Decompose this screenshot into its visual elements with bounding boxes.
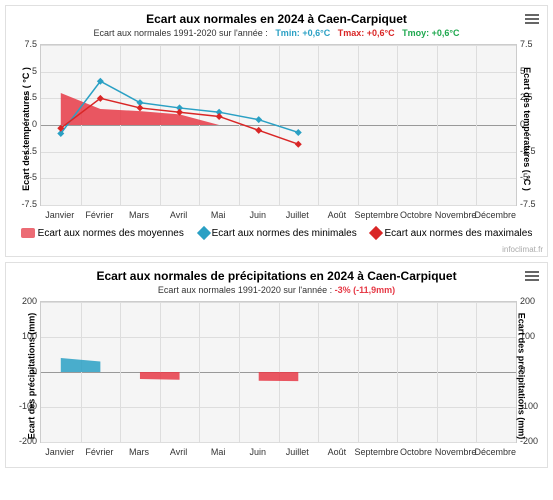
tmoy-stat: Tmoy: +0,6°C [402, 28, 459, 38]
tmax-stat: Tmax: +0,6°C [338, 28, 395, 38]
temperature-anomaly-chart: Ecart aux normales en 2024 à Caen-Carpiq… [5, 5, 548, 257]
chart1-title: Ecart aux normales en 2024 à Caen-Carpiq… [6, 6, 547, 26]
credit-text: infoclimat.fr [6, 245, 547, 256]
chart2-ylabel-left: Ecart des précipitations (mm) [26, 313, 36, 440]
chart2-plot: -200-200-100-10000100100200200 [40, 301, 517, 443]
chart2-subtitle: Ecart aux normales 1991-2020 sur l'année… [6, 285, 547, 295]
chart1-subtitle: Ecart aux normales 1991-2020 sur l'année… [6, 28, 547, 38]
precipitation-anomaly-chart: Ecart aux normales de précipitations en … [5, 262, 548, 468]
chart1-ylabel-left: Ecart des températures ( °C ) [21, 67, 31, 191]
legend-max[interactable]: Ecart aux normes des maximales [371, 228, 532, 239]
legend-min[interactable]: Ecart aux normes des minimales [199, 228, 357, 239]
chart1-legend: Ecart aux normes des moyennes Ecart aux … [6, 224, 547, 245]
chart1-ylabel-right: Ecart des températures ( °C ) [522, 67, 532, 191]
chart-menu-icon[interactable] [525, 269, 541, 283]
tmin-stat: Tmin: +0,6°C [275, 28, 330, 38]
legend-avg[interactable]: Ecart aux normes des moyennes [21, 228, 184, 239]
chart1-plot: -7.5-7.5-5-5-2.5-2.5002.52.5557.57.5 [40, 44, 517, 206]
chart2-title: Ecart aux normales de précipitations en … [6, 263, 547, 283]
chart-menu-icon[interactable] [525, 12, 541, 26]
chart2-ylabel-right: Ecart des précipitations (mm) [517, 313, 527, 440]
precip-anomaly-value: -3% (-11,9mm) [335, 285, 396, 295]
